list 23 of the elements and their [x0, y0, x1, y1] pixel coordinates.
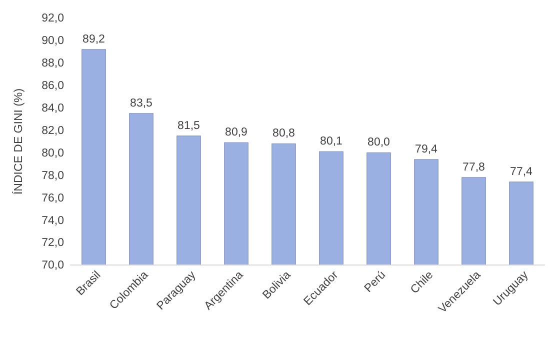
y-tick-label: 86,0	[42, 80, 64, 92]
data-label: 80,0	[368, 136, 390, 149]
data-label: 81,5	[178, 120, 200, 132]
y-tick-label: 78,0	[42, 170, 64, 182]
data-label: 89,2	[82, 33, 105, 46]
y-tick-label: 84,0	[42, 102, 64, 114]
data-label: 83,5	[130, 97, 152, 110]
data-label: 77,4	[510, 166, 534, 178]
y-tick-label: 80,0	[42, 147, 64, 160]
data-label: 79,4	[415, 143, 438, 156]
y-tick-label: 82,0	[42, 124, 64, 137]
y-tick-label: 92,0	[42, 12, 64, 25]
y-tick-label: 74,0	[42, 214, 64, 227]
data-label: 80,8	[272, 128, 295, 140]
y-tick-label: 88,0	[42, 58, 64, 70]
y-tick-label: 90,0	[42, 35, 64, 48]
data-label: 80,9	[225, 126, 248, 139]
data-label: 80,1	[320, 136, 342, 148]
y-tick-label: 72,0	[42, 237, 64, 250]
data-label: 77,8	[462, 161, 485, 174]
y-axis-title: ÍNDICE DE GINI (%)	[12, 88, 25, 195]
y-tick-label: 76,0	[42, 192, 64, 204]
y-tick-label: 70,0	[42, 260, 64, 272]
